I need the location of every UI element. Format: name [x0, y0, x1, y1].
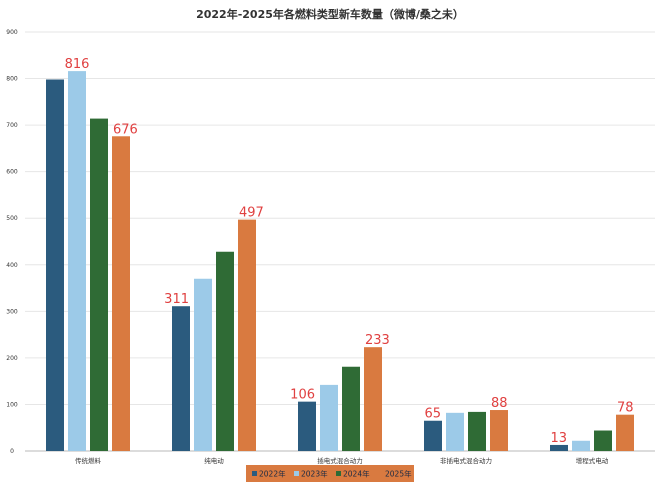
data-label: 311: [164, 292, 189, 307]
bar-2022年-插电式混合动力: [298, 401, 316, 451]
bar-2022年-增程式电动: [550, 444, 568, 451]
legend-label: 2024年: [343, 469, 370, 479]
data-label: 13: [550, 431, 567, 446]
bar-2022年-纯电动: [172, 306, 190, 451]
bar-2025年-增程式电动: [616, 414, 634, 451]
data-label: 233: [365, 333, 390, 348]
y-tick-label: 400: [6, 262, 18, 269]
bar-2025年-非插电式混合动力: [490, 410, 508, 451]
bar-2024年-插电式混合动力: [342, 366, 360, 451]
y-tick-label: 800: [6, 76, 18, 83]
legend-swatch: [336, 471, 341, 476]
data-label: 88: [491, 396, 508, 411]
x-category-label: 非插电式混合动力: [440, 456, 492, 465]
legend-swatch: [378, 471, 383, 476]
chart-title: 2022年-2025年各燃料类型新车数量（微博/桑之未）: [196, 7, 464, 21]
legend-label: 2025年: [385, 469, 412, 479]
bar-2024年-增程式电动: [594, 430, 612, 451]
data-label: 676: [113, 122, 138, 137]
bar-2022年-非插电式混合动力: [424, 420, 442, 451]
bar-2024年-非插电式混合动力: [468, 411, 486, 451]
y-tick-label: 100: [6, 401, 18, 408]
bar-2023年-传统燃料: [68, 71, 86, 452]
x-category-label: 插电式混合动力: [317, 456, 363, 465]
data-label: 65: [424, 407, 441, 422]
y-tick-label: 200: [6, 355, 18, 362]
bar-2022年-传统燃料: [46, 79, 64, 451]
legend-label: 2022年: [259, 469, 286, 479]
x-axis-categories: 传统燃料 纯电动 插电式混合动力 非插电式混合动力 增程式电动: [75, 456, 609, 465]
bar-2024年-传统燃料: [90, 118, 108, 452]
data-label: 816: [65, 57, 90, 72]
bar-2024年-纯电动: [216, 251, 234, 451]
bar-2023年-纯电动: [194, 278, 212, 451]
bar-2023年-插电式混合动力: [320, 384, 338, 451]
bar-2025年-传统燃料: [112, 136, 130, 452]
data-label: 106: [290, 388, 315, 403]
x-category-label: 传统燃料: [75, 456, 102, 465]
y-tick-label: 700: [6, 122, 18, 129]
legend-swatch: [294, 471, 299, 476]
x-category-label: 增程式电动: [576, 456, 609, 465]
bar-2023年-非插电式混合动力: [446, 412, 464, 451]
x-category-label: 纯电动: [204, 456, 224, 465]
y-tick-label: 300: [6, 308, 18, 315]
legend: 2022年 2023年 2024年 2025年: [246, 465, 414, 482]
data-label: 497: [239, 206, 264, 221]
legend-swatch: [252, 471, 257, 476]
bar-2025年-纯电动: [238, 219, 256, 451]
bar-2023年-增程式电动: [572, 440, 590, 451]
bars: [46, 71, 634, 452]
y-tick-label: 0: [10, 448, 14, 455]
legend-label: 2023年: [301, 469, 328, 479]
data-label: 78: [617, 401, 634, 416]
y-tick-label: 900: [6, 29, 18, 36]
legend-background: [246, 465, 414, 482]
bar-2025年-插电式混合动力: [364, 347, 382, 451]
y-axis-ticks: 0 100 200 300 400 500 600 700 800 900: [6, 29, 18, 455]
y-tick-label: 500: [6, 215, 18, 222]
y-tick-label: 600: [6, 169, 18, 176]
data-labels: 311 106 65 13 816 676 497 233 88 78: [65, 57, 634, 446]
